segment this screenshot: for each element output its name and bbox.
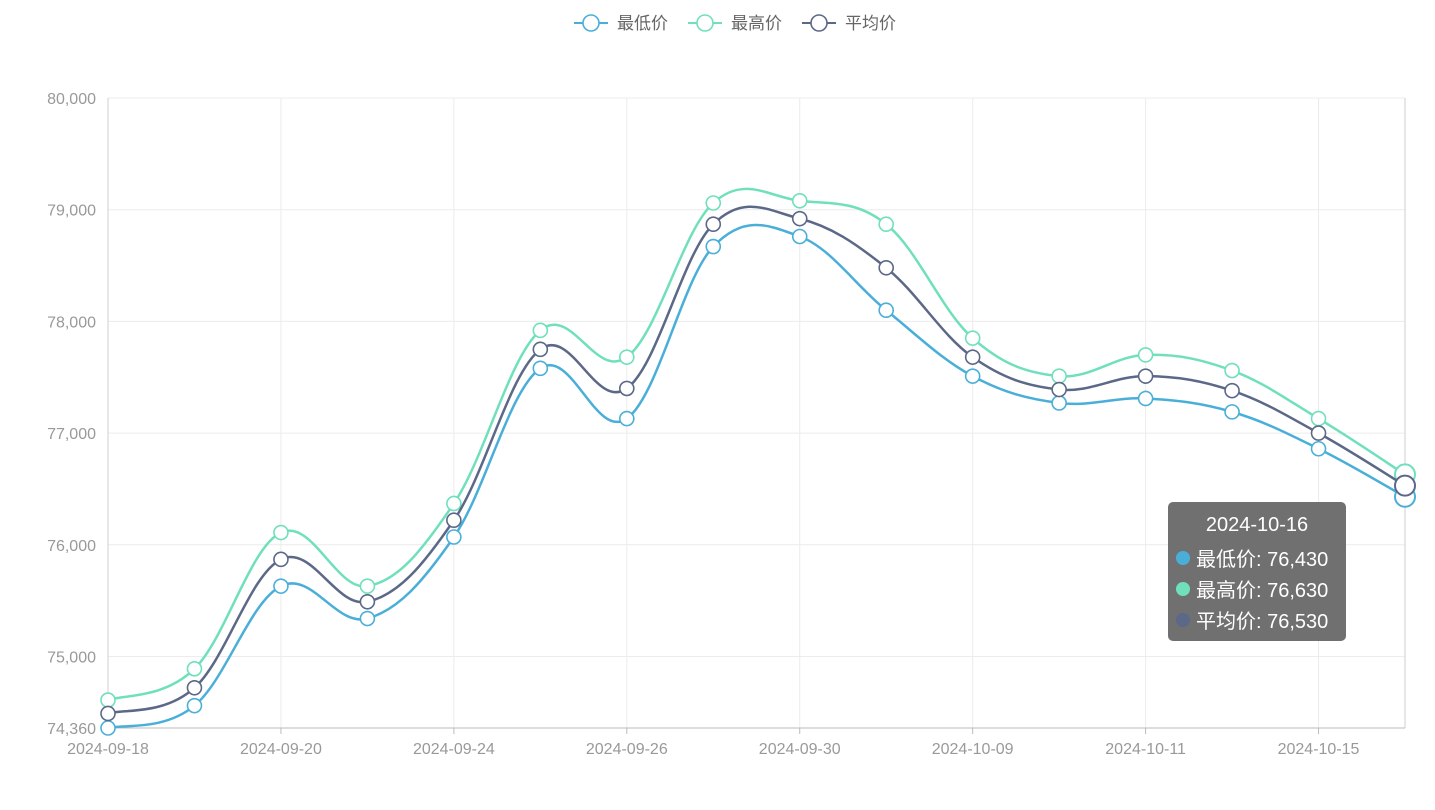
tooltip-label-low: 最低价: 76,430 bbox=[1196, 549, 1329, 571]
y-tick-label: 76,000 bbox=[47, 538, 96, 555]
y-tick-label: 80,000 bbox=[47, 91, 96, 108]
data-point bbox=[705, 216, 722, 233]
data-point bbox=[878, 302, 895, 319]
data-point bbox=[359, 610, 376, 627]
x-axis-labels: 2024-09-18 2024-09-20 2024-09-24 2024-09-26… bbox=[67, 741, 1359, 758]
data-point bbox=[359, 593, 376, 610]
series-0 bbox=[100, 223, 1416, 736]
data-point bbox=[446, 495, 462, 512]
axes bbox=[107, 98, 1406, 734]
x-tick-label: 2024-09-26 bbox=[586, 741, 668, 758]
data-point bbox=[186, 660, 203, 677]
x-tick-label: 2024-09-18 bbox=[67, 741, 149, 758]
data-point bbox=[1051, 381, 1067, 398]
data-point bbox=[186, 679, 203, 696]
x-tick-label: 2024-10-11 bbox=[1105, 741, 1186, 758]
legend: 最低价 最高价 平均价 bbox=[574, 14, 896, 33]
data-point bbox=[618, 349, 635, 365]
data-point bbox=[1137, 390, 1154, 407]
data-point bbox=[618, 380, 635, 397]
legend-item-1[interactable]: 最高价 bbox=[688, 14, 782, 33]
legend-label: 最高价 bbox=[731, 14, 782, 33]
data-point bbox=[1310, 440, 1327, 457]
legend-item-2[interactable]: 平均价 bbox=[802, 14, 896, 33]
y-tick-label: 74,360 bbox=[47, 721, 96, 738]
series-1 bbox=[100, 187, 1416, 708]
data-point bbox=[878, 216, 895, 233]
data-point bbox=[1310, 425, 1327, 441]
legend-label: 平均价 bbox=[845, 14, 896, 33]
y-axis-labels: 74,360 75,000 76,000 77,000 78,000 79,000 80,0… bbox=[47, 91, 96, 738]
data-point bbox=[1310, 410, 1327, 427]
tooltip-dot-high bbox=[1176, 581, 1190, 596]
data-point bbox=[964, 368, 981, 384]
tooltip-title: 2024-10-16 bbox=[1205, 514, 1309, 536]
data-point bbox=[532, 322, 549, 339]
legend-item-0[interactable]: 最低价 bbox=[574, 14, 668, 33]
x-tick-label: 2024-10-15 bbox=[1278, 741, 1360, 758]
data-point bbox=[1224, 382, 1240, 399]
data-point bbox=[100, 720, 116, 736]
data-point bbox=[100, 705, 116, 722]
data-point bbox=[100, 692, 116, 708]
data-point bbox=[532, 341, 549, 358]
legend-label: 最低价 bbox=[617, 14, 668, 33]
data-point bbox=[446, 529, 462, 545]
data-point bbox=[1137, 347, 1154, 363]
series-group bbox=[100, 187, 1416, 736]
tooltip-label-avg: 平均价: 76,530 bbox=[1196, 611, 1329, 633]
tooltip: 2024-10-16 最低价: 76,430 最高价: 76,630 平均价: … bbox=[1168, 502, 1346, 641]
legend-marker bbox=[582, 14, 600, 32]
series-2 bbox=[100, 205, 1416, 722]
data-point bbox=[964, 349, 981, 365]
data-point bbox=[1224, 404, 1240, 420]
tooltip-dot-avg bbox=[1176, 612, 1190, 627]
tooltip-row-high: 最高价: 76,630 bbox=[1168, 573, 1346, 604]
data-point bbox=[791, 192, 808, 209]
data-point bbox=[1051, 395, 1067, 411]
x-tick-label: 2024-09-30 bbox=[759, 741, 841, 758]
data-point bbox=[1137, 368, 1154, 384]
tooltip-row-avg: 平均价: 76,530 bbox=[1168, 604, 1346, 635]
legend-marker bbox=[810, 14, 828, 32]
data-point bbox=[359, 578, 376, 594]
grid bbox=[108, 97, 1405, 728]
data-point bbox=[273, 524, 289, 541]
y-tick-label: 78,000 bbox=[47, 314, 96, 331]
data-point bbox=[618, 410, 635, 427]
y-tick-label: 79,000 bbox=[47, 203, 96, 220]
data-point bbox=[273, 578, 289, 594]
tooltip-row-low: 最低价: 76,430 bbox=[1168, 542, 1346, 573]
series-line bbox=[107, 223, 1406, 730]
data-point bbox=[964, 330, 981, 346]
data-point bbox=[1224, 362, 1240, 379]
x-tick-label: 2024-10-09 bbox=[932, 741, 1014, 758]
tooltip-label-high: 最高价: 76,630 bbox=[1196, 580, 1329, 602]
data-point bbox=[791, 210, 808, 227]
y-tick-label: 77,000 bbox=[47, 426, 96, 443]
data-point bbox=[705, 195, 722, 211]
data-point bbox=[186, 697, 203, 714]
data-point bbox=[1051, 368, 1067, 384]
data-point bbox=[532, 360, 549, 377]
x-tick-label: 2024-09-20 bbox=[240, 741, 322, 758]
tooltip-dot-low bbox=[1176, 550, 1190, 565]
y-tick-label: 75,000 bbox=[47, 650, 96, 667]
data-point bbox=[273, 551, 289, 568]
data-point bbox=[705, 238, 722, 255]
data-point bbox=[791, 228, 808, 245]
data-point bbox=[878, 259, 895, 276]
data-point bbox=[1394, 474, 1416, 497]
legend-marker bbox=[696, 14, 714, 32]
x-tick-label: 2024-09-24 bbox=[413, 741, 495, 758]
data-point bbox=[446, 512, 462, 529]
